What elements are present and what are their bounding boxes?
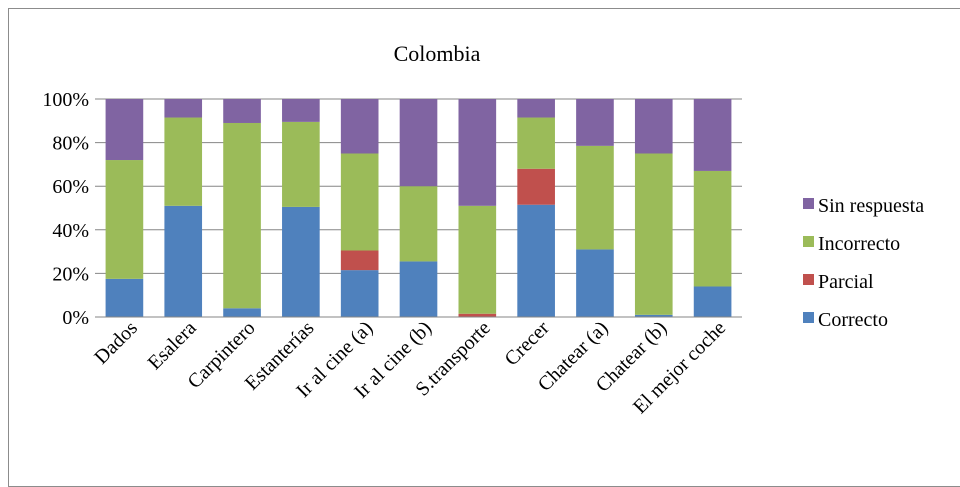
- bar-segment-parcial: [517, 168, 555, 205]
- y-tick-label: 0%: [62, 307, 89, 329]
- bar-segment-sin-respuesta: [399, 99, 438, 187]
- bar-segment-correcto: [105, 278, 144, 317]
- category-label: Dados: [90, 317, 142, 369]
- category-label: Crecer: [500, 317, 553, 370]
- category-label: Esalera: [144, 317, 201, 374]
- bar-segment-sin-respuesta: [105, 99, 144, 161]
- y-tick-label: 20%: [52, 263, 89, 285]
- bar-segment-incorrecto: [340, 153, 379, 251]
- bar-segment-correcto: [634, 314, 673, 317]
- bars: [105, 99, 732, 317]
- bar-segment-sin-respuesta: [340, 99, 379, 154]
- y-tick-label: 40%: [52, 220, 89, 242]
- bar-segment-sin-respuesta: [634, 99, 673, 154]
- legend-label: Incorrecto: [818, 233, 900, 255]
- bar-segment-parcial: [458, 313, 497, 317]
- bar-segment-sin-respuesta: [576, 99, 614, 146]
- bar-segment-incorrecto: [576, 145, 614, 250]
- legend-label: Sin respuesta: [818, 195, 924, 217]
- y-tick-label: 100%: [42, 89, 89, 111]
- bar-segment-incorrecto: [693, 170, 732, 287]
- bar-segment-sin-respuesta: [164, 99, 203, 118]
- bar-segment-correcto: [517, 204, 555, 317]
- bar-segment-incorrecto: [517, 117, 555, 169]
- y-tick-label: 80%: [52, 133, 89, 155]
- bar-segment-correcto: [282, 206, 320, 317]
- bar-segment-correcto: [693, 286, 732, 317]
- bar-segment-sin-respuesta: [458, 99, 497, 206]
- bar-segment-incorrecto: [634, 153, 673, 315]
- bar-segment-correcto: [164, 205, 203, 317]
- legend-swatch: [803, 312, 814, 323]
- y-axis-ticks: 0% 20% 40% 60% 80% 100%: [42, 89, 89, 329]
- bar-segment-correcto: [340, 270, 379, 317]
- bar-segment-incorrecto: [458, 205, 497, 314]
- chart-title: Colombia: [394, 41, 481, 66]
- bar-segment-incorrecto: [282, 121, 320, 207]
- legend-swatch: [803, 274, 814, 285]
- bar-segment-correcto: [399, 261, 438, 317]
- bar-segment-correcto: [223, 308, 261, 317]
- legend: Sin respuesta Incorrecto Parcial Correcto: [803, 195, 924, 331]
- y-tick-label: 60%: [52, 176, 89, 198]
- bar-segment-correcto: [576, 249, 614, 317]
- legend-label: Parcial: [818, 271, 874, 293]
- bar-segment-incorrecto: [399, 186, 438, 262]
- legend-swatch: [803, 236, 814, 247]
- bar-segment-sin-respuesta: [282, 99, 320, 122]
- bar-segment-sin-respuesta: [517, 99, 555, 118]
- legend-swatch: [803, 198, 814, 209]
- bar-segment-sin-respuesta: [223, 99, 261, 123]
- legend-label: Correcto: [818, 309, 888, 331]
- bar-segment-incorrecto: [105, 160, 144, 279]
- bar-segment-incorrecto: [223, 122, 261, 309]
- bar-segment-sin-respuesta: [693, 99, 732, 171]
- bar-segment-incorrecto: [164, 117, 203, 206]
- bar-segment-parcial: [340, 250, 379, 271]
